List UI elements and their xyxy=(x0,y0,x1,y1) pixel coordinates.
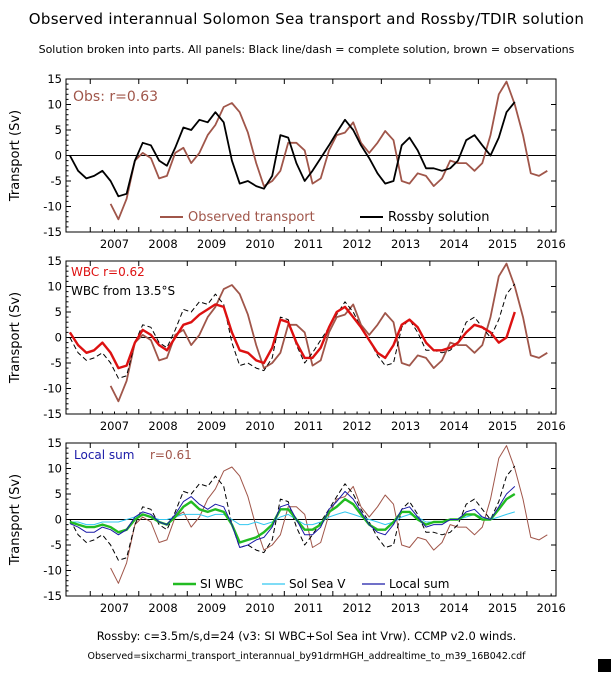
panel1-ylabel: Transport (Sv) xyxy=(8,110,23,202)
panel1-ytick-label: 5 xyxy=(55,123,62,137)
footer-source-file: Observed=sixcharmi_transport_interannual… xyxy=(87,651,526,662)
panel1-ytick-label: -15 xyxy=(43,225,62,239)
panel3-xtick-label: 2012 xyxy=(342,601,371,615)
panel2-xtick-label: 2012 xyxy=(342,419,371,433)
panel3-xtick-label: 2013 xyxy=(391,601,420,615)
panel2-ytick-label: -5 xyxy=(51,356,62,370)
panel3-ytick-label: -15 xyxy=(43,589,62,603)
panel1-xtick-label: 2009 xyxy=(197,237,226,251)
panel1-ytick-label: 10 xyxy=(47,98,62,112)
legend-label-observed: Observed transport xyxy=(188,210,315,225)
panel2-series-wbc xyxy=(68,303,516,370)
panel3-ytick-label: -10 xyxy=(43,564,62,578)
panel3-series-observed-thin xyxy=(110,445,548,584)
panel3-ylabel: Transport (Sv) xyxy=(8,474,23,566)
panel1-xtick-label: 2008 xyxy=(148,237,177,251)
footer-rossby-note: Rossby: c=3.5m/s,d=24 (v3: SI WBC+Sol Se… xyxy=(96,629,517,643)
panel3-series-si_wbc xyxy=(69,492,516,544)
panel2-xtick-label: 2008 xyxy=(148,419,177,433)
panel1-xtick-label: 2010 xyxy=(245,237,274,251)
panel3-xtick-label: 2009 xyxy=(197,601,226,615)
legend3-label-1: Sol Sea V xyxy=(289,577,346,591)
panel2-xtick-label: 2007 xyxy=(100,419,129,433)
panel2-ytick-label: 0 xyxy=(55,331,62,345)
panel3-xtick-label: 2011 xyxy=(294,601,323,615)
panel3-ytick-label: -5 xyxy=(51,538,62,552)
panel3-ytick-label: 0 xyxy=(55,513,62,527)
panel2-xtick-label: 2010 xyxy=(245,419,274,433)
panel3-xtick-label: 2015 xyxy=(488,601,517,615)
panel1-xtick-label: 2013 xyxy=(391,237,420,251)
chart-title: Observed interannual Solomon Sea transpo… xyxy=(28,10,585,28)
legend3-label-0: SI WBC xyxy=(200,577,243,591)
legend-label-rossby: Rossby solution xyxy=(388,210,490,225)
panel2-annotation2: WBC from 13.5°S xyxy=(71,284,175,298)
panel2-xtick-label: 2013 xyxy=(391,419,420,433)
panel3-annotation: Local sum xyxy=(74,448,134,462)
panel1-ytick-label: 15 xyxy=(47,72,62,86)
panel2-xtick-label: 2009 xyxy=(197,419,226,433)
panel3-ytick-label: 10 xyxy=(47,462,62,476)
panel2-xtick-label: 2016 xyxy=(537,419,566,433)
panel3-xtick-label: 2014 xyxy=(439,601,468,615)
panel2-xtick-label: 2011 xyxy=(294,419,323,433)
panel3-xtick-label: 2016 xyxy=(537,601,566,615)
panel3-xtick-label: 2008 xyxy=(148,601,177,615)
panel3-xtick-label: 2010 xyxy=(245,601,274,615)
panel1-series-solution xyxy=(69,101,516,198)
panel3-ytick-label: 15 xyxy=(47,436,62,450)
panel2-ytick-label: -15 xyxy=(43,407,62,421)
panel2-ytick-label: 15 xyxy=(47,254,62,268)
panel2-xtick-label: 2014 xyxy=(439,419,468,433)
panel1-xtick-label: 2016 xyxy=(537,237,566,251)
panel2-xtick-label: 2015 xyxy=(488,419,517,433)
panel3-xtick-label: 2007 xyxy=(100,601,129,615)
panel1-ytick-label: -10 xyxy=(43,200,62,214)
panel1-ytick-label: -5 xyxy=(51,174,62,188)
panel2-ytick-label: 5 xyxy=(55,305,62,319)
panel3-series-local_sum xyxy=(69,486,516,548)
chart-subtitle: Solution broken into parts. All panels: … xyxy=(38,43,575,56)
panel1-xtick-label: 2011 xyxy=(294,237,323,251)
panel1-ytick-label: 0 xyxy=(55,149,62,163)
panel2-series-observed xyxy=(109,262,548,403)
legend3-label-2: Local sum xyxy=(389,577,449,591)
panel1-xtick-label: 2014 xyxy=(439,237,468,251)
panel3-ytick-label: 5 xyxy=(55,487,62,501)
panel1-annotation: Obs: r=0.63 xyxy=(73,89,158,105)
panel2-ylabel: Transport (Sv) xyxy=(8,292,23,384)
panel2-annotation: WBC r=0.62 xyxy=(71,265,145,279)
panel1-series-observed xyxy=(109,80,548,221)
corner-marker xyxy=(598,659,611,672)
panel2-ytick-label: 10 xyxy=(47,280,62,294)
panel3-annotation2: r=0.61 xyxy=(150,448,192,462)
panel2-ytick-label: -10 xyxy=(43,382,62,396)
panel1-xtick-label: 2007 xyxy=(100,237,129,251)
panel1-xtick-label: 2015 xyxy=(488,237,517,251)
panel1-xtick-label: 2012 xyxy=(342,237,371,251)
